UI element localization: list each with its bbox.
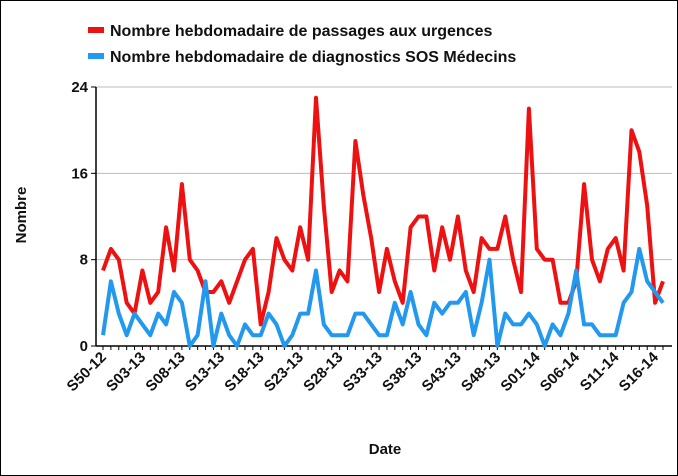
x-tick-label: S06-14 (537, 348, 584, 395)
y-tick-label: 0 (80, 338, 88, 355)
legend-label: Nombre hebdomadaire de diagnostics SOS M… (110, 49, 516, 66)
x-tick-label: S13-13 (182, 349, 228, 395)
legend-label: Nombre hebdomadaire de passages aux urge… (110, 23, 492, 40)
x-tick-label: S50-12 (64, 349, 110, 395)
x-tick-label: S23-13 (261, 349, 307, 395)
x-tick-label: S01-14 (497, 348, 544, 395)
series-line (101, 246, 665, 348)
x-tick-label: S11-14 (577, 348, 623, 394)
x-tick-label: S03-13 (103, 349, 149, 395)
x-tick-label: S43-13 (419, 349, 465, 395)
x-tick-label: S33-13 (340, 349, 386, 395)
y-tick-label: 24 (71, 79, 88, 96)
y-axis-label: Nombre (13, 187, 30, 244)
x-tick-label: S38-13 (379, 349, 425, 395)
y-tick-label: 8 (80, 252, 88, 269)
x-tick-label: S16-14 (616, 348, 663, 395)
x-tick-label: S48-13 (458, 349, 504, 395)
x-tick-label: S28-13 (300, 349, 346, 395)
x-tick-label: S08-13 (142, 349, 188, 395)
y-tick-label: 16 (71, 165, 88, 182)
x-tick-label: S18-13 (221, 349, 267, 395)
x-axis-label: Date (369, 441, 402, 458)
